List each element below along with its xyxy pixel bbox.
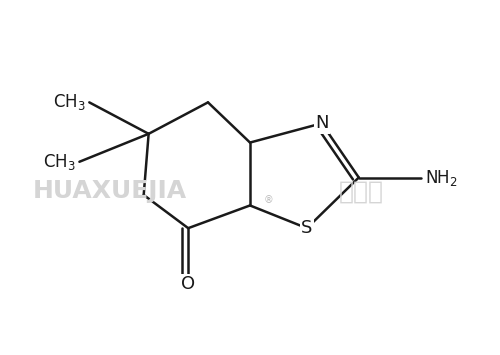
Text: HUAXUEJIA: HUAXUEJIA xyxy=(32,180,186,203)
Text: ®: ® xyxy=(264,195,274,205)
Text: CH$_3$: CH$_3$ xyxy=(42,152,76,172)
Text: O: O xyxy=(181,275,196,293)
Text: CH$_3$: CH$_3$ xyxy=(52,92,86,113)
Text: N: N xyxy=(315,114,328,132)
Text: 化学加: 化学加 xyxy=(339,180,384,203)
Text: NH$_2$: NH$_2$ xyxy=(424,168,458,187)
Text: S: S xyxy=(301,219,312,237)
